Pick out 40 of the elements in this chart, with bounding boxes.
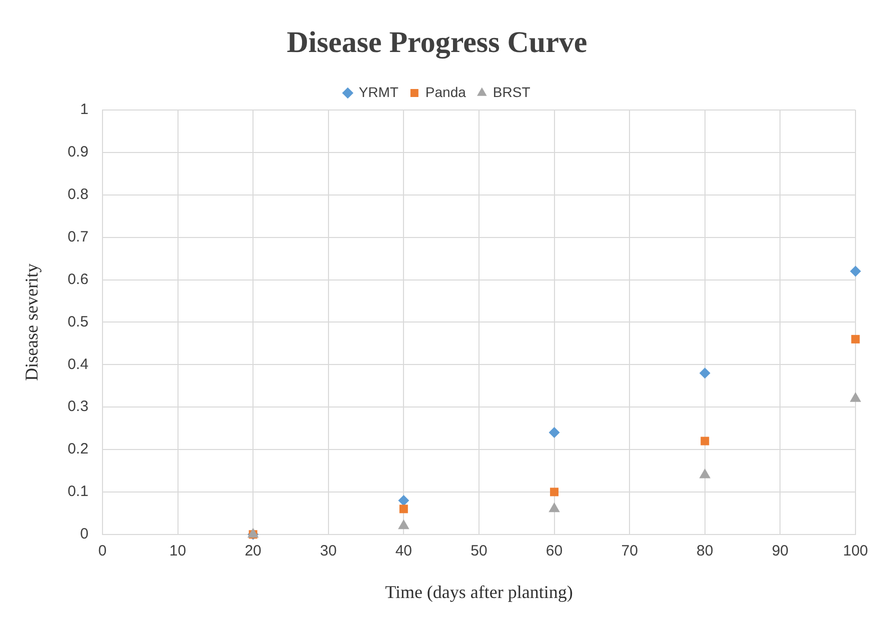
- legend-label: Panda: [425, 84, 466, 100]
- y-tick-label: 0.9: [68, 144, 88, 161]
- y-tick-label: 0.6: [68, 270, 88, 288]
- y-tick-label: 1: [80, 101, 88, 118]
- y-tick-label: 0.3: [68, 398, 88, 416]
- chart-title: Disease Progress Curve: [286, 26, 588, 59]
- legend-label: BRST: [492, 84, 531, 100]
- x-tick-label: 20: [244, 542, 262, 560]
- x-tick-label: 100: [842, 542, 868, 560]
- x-tick-label: 10: [169, 542, 186, 560]
- y-tick-label: 0.4: [68, 356, 88, 373]
- x-tick-label: 60: [546, 542, 563, 560]
- y-axis-title: Disease severity: [22, 263, 42, 381]
- point: [699, 468, 711, 478]
- point: [548, 502, 560, 512]
- point: [550, 488, 559, 496]
- legend-label: YRMT: [358, 84, 399, 100]
- x-tick-label: 70: [621, 542, 638, 560]
- point: [399, 504, 408, 514]
- x-tick-label: 50: [470, 542, 488, 560]
- point: [850, 392, 862, 402]
- point: [398, 519, 410, 530]
- x-tick-label: 90: [772, 542, 789, 560]
- y-tick-label: 0.2: [68, 440, 88, 458]
- point: [548, 427, 560, 438]
- x-axis-title: Time (days after planting): [385, 582, 573, 602]
- y-tick-label: 0: [80, 526, 88, 543]
- y-tick-label: 0.5: [68, 313, 88, 330]
- point: [851, 334, 860, 344]
- point: [850, 266, 861, 277]
- x-tick-label: 80: [696, 542, 714, 560]
- y-tick-label: 0.8: [68, 186, 88, 204]
- y-tick-label: 0.1: [68, 483, 88, 500]
- point: [398, 494, 410, 506]
- point: [699, 368, 710, 379]
- x-tick-label: 30: [320, 542, 337, 560]
- x-tick-label: 0: [98, 542, 107, 560]
- point: [700, 436, 710, 446]
- y-tick-label: 0.7: [68, 228, 88, 246]
- x-tick-label: 40: [395, 542, 412, 560]
